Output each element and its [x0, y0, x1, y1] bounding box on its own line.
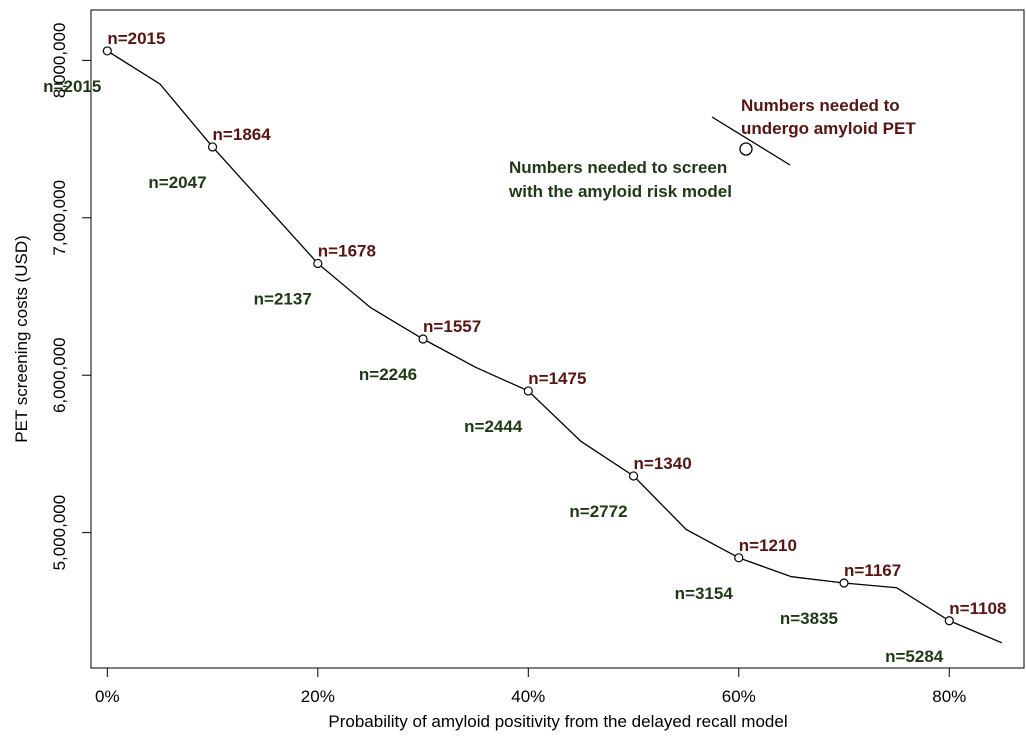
- plot-frame: [90, 9, 1025, 669]
- data-point: [839, 578, 849, 588]
- x-axis-title: Probability of amyloid positivity from t…: [328, 712, 787, 731]
- data-point: [734, 553, 744, 563]
- pet-count-label: n=1210: [739, 536, 797, 555]
- screen-count-label: n=3835: [780, 609, 838, 628]
- screen-count-label: n=2015: [43, 77, 101, 96]
- label-group: n=2015 n=2015 n=1864 n=2047 n=1678 n=2137 n=15…: [43, 29, 1006, 666]
- screen-count-label: n=2137: [254, 289, 312, 308]
- pet-count-label: n=1340: [634, 454, 692, 473]
- data-point: [523, 386, 533, 396]
- pet-count-label: n=2015: [107, 29, 165, 48]
- pet-count-label: n=1475: [528, 369, 586, 388]
- x-tick-label: 60%: [722, 687, 756, 706]
- pet-count-label: n=1678: [318, 241, 376, 260]
- data-point: [944, 616, 954, 626]
- screen-count-label: n=2047: [148, 173, 206, 192]
- series-line-group: [106, 50, 1003, 644]
- pet-count-label: n=1108: [949, 599, 1006, 618]
- legend-screen-line2: with the amyloid risk model: [508, 182, 732, 201]
- legend-pet-line2: undergo amyloid PET: [741, 119, 916, 138]
- y-tick-label: 6,000,000: [50, 337, 69, 413]
- x-tick-label: 0%: [95, 687, 120, 706]
- data-point: [628, 471, 639, 481]
- screen-count-label: n=5284: [885, 647, 944, 666]
- y-axis: 5,000,000 6,000,000 7,000,000 8,000,000: [50, 23, 91, 571]
- pet-count-label: n=1864: [213, 125, 272, 144]
- data-point: [207, 142, 218, 152]
- data-point: [418, 334, 428, 344]
- legend-pet-line1: Numbers needed to: [741, 96, 900, 115]
- x-tick-label: 40%: [511, 687, 545, 706]
- data-point: [313, 258, 323, 269]
- legend-line: [711, 116, 791, 166]
- screen-count-label: n=3154: [675, 584, 734, 603]
- screen-count-label: n=2246: [359, 365, 417, 384]
- y-tick-label: 5,000,000: [50, 495, 69, 571]
- screen-count-label: n=2444: [464, 417, 523, 436]
- series-line: [106, 50, 1003, 644]
- x-axis: 0% 20% 40% 60% 80%: [95, 668, 966, 706]
- pet-count-label: n=1167: [844, 561, 901, 580]
- data-point: [102, 46, 112, 56]
- legend: Numbers needed to undergo amyloid PET Nu…: [508, 96, 916, 201]
- x-tick-label: 20%: [301, 687, 335, 706]
- marker-group: [102, 46, 954, 626]
- y-tick-label: 7,000,000: [50, 180, 69, 256]
- x-tick-label: 80%: [932, 687, 966, 706]
- legend-marker: [739, 142, 753, 156]
- y-tick-label: 8,000,000: [50, 23, 69, 99]
- y-axis-title: PET screening costs (USD): [12, 235, 31, 443]
- legend-screen-line1: Numbers needed to screen: [509, 158, 727, 177]
- screen-count-label: n=2772: [569, 502, 627, 521]
- pet-count-label: n=1557: [423, 317, 481, 336]
